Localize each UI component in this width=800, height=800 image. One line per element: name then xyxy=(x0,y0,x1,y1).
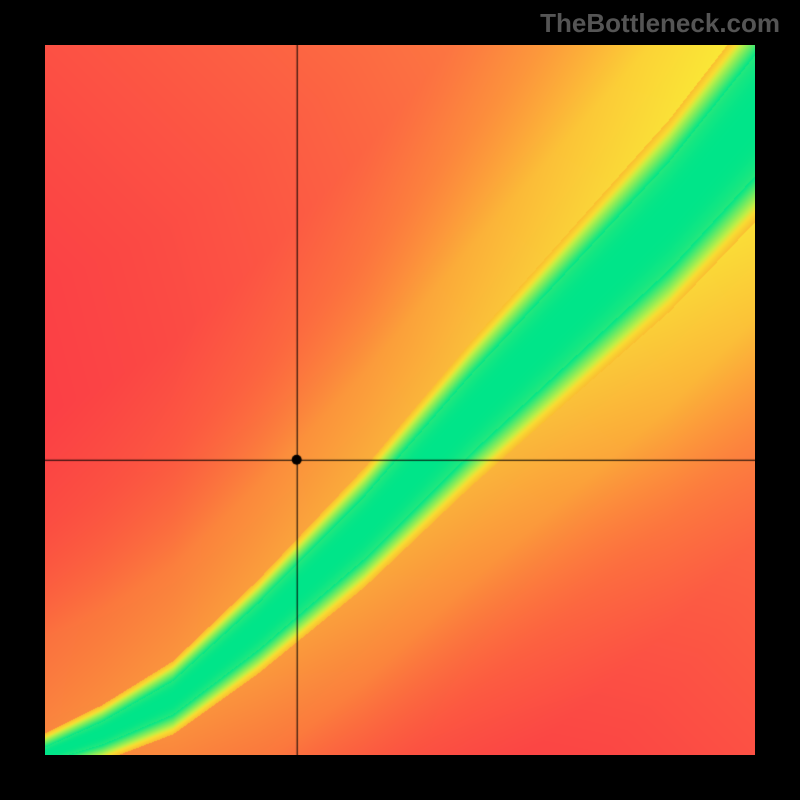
chart-container: TheBottleneck.com xyxy=(0,0,800,800)
watermark-text: TheBottleneck.com xyxy=(540,8,780,39)
bottleneck-heatmap xyxy=(45,45,755,755)
